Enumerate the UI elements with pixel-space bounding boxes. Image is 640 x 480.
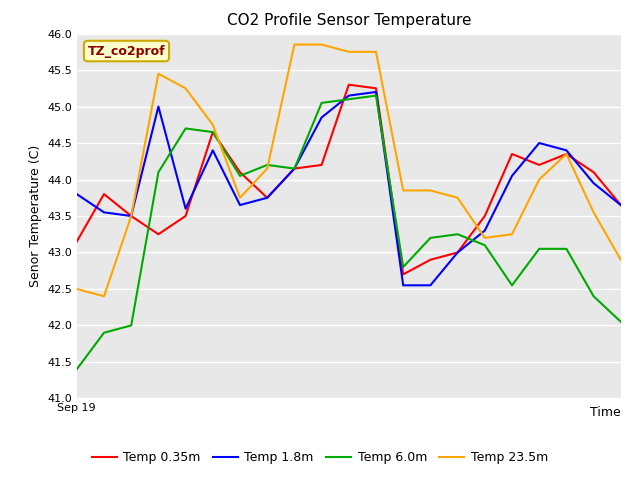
- Temp 23.5m: [291, 42, 298, 48]
- Temp 23.5m: [536, 177, 543, 182]
- Temp 6.0m: [399, 264, 407, 270]
- Temp 6.0m: [372, 93, 380, 98]
- Temp 0.35m: [318, 162, 326, 168]
- Temp 1.8m: [236, 202, 244, 208]
- Temp 0.35m: [100, 191, 108, 197]
- Temp 0.35m: [73, 239, 81, 244]
- Temp 1.8m: [536, 140, 543, 146]
- Line: Temp 6.0m: Temp 6.0m: [77, 96, 621, 369]
- Temp 6.0m: [563, 246, 570, 252]
- Temp 6.0m: [236, 173, 244, 179]
- Text: Time: Time: [590, 406, 621, 419]
- Temp 23.5m: [182, 85, 189, 91]
- Temp 0.35m: [617, 202, 625, 208]
- Temp 6.0m: [536, 246, 543, 252]
- Temp 6.0m: [264, 162, 271, 168]
- Temp 1.8m: [209, 147, 216, 153]
- Temp 23.5m: [617, 257, 625, 263]
- Temp 6.0m: [127, 323, 135, 328]
- Temp 0.35m: [481, 213, 489, 219]
- Temp 23.5m: [73, 286, 81, 292]
- Temp 0.35m: [127, 213, 135, 219]
- Temp 6.0m: [155, 169, 163, 175]
- Temp 23.5m: [454, 195, 461, 201]
- Temp 1.8m: [100, 209, 108, 215]
- Temp 0.35m: [236, 169, 244, 175]
- Temp 0.35m: [427, 257, 435, 263]
- Temp 23.5m: [155, 71, 163, 77]
- Temp 0.35m: [536, 162, 543, 168]
- Temp 0.35m: [399, 272, 407, 277]
- Temp 1.8m: [73, 191, 81, 197]
- Temp 1.8m: [372, 89, 380, 95]
- Temp 6.0m: [291, 166, 298, 171]
- Temp 0.35m: [508, 151, 516, 157]
- Temp 1.8m: [127, 213, 135, 219]
- Temp 6.0m: [100, 330, 108, 336]
- Temp 1.8m: [427, 282, 435, 288]
- Temp 23.5m: [590, 209, 598, 215]
- Temp 0.35m: [372, 85, 380, 91]
- Temp 6.0m: [182, 126, 189, 132]
- Temp 23.5m: [563, 151, 570, 157]
- Temp 1.8m: [345, 93, 353, 98]
- Temp 1.8m: [617, 202, 625, 208]
- Temp 6.0m: [481, 242, 489, 248]
- Temp 1.8m: [291, 166, 298, 171]
- Temp 23.5m: [508, 231, 516, 237]
- Line: Temp 1.8m: Temp 1.8m: [77, 92, 621, 285]
- Temp 1.8m: [182, 206, 189, 212]
- Temp 23.5m: [372, 49, 380, 55]
- Temp 1.8m: [481, 228, 489, 233]
- Temp 23.5m: [100, 293, 108, 299]
- Temp 0.35m: [345, 82, 353, 87]
- Temp 6.0m: [73, 366, 81, 372]
- Y-axis label: Senor Temperature (C): Senor Temperature (C): [29, 145, 42, 287]
- Temp 23.5m: [399, 188, 407, 193]
- Temp 0.35m: [563, 151, 570, 157]
- Temp 1.8m: [454, 250, 461, 255]
- Legend: Temp 0.35m, Temp 1.8m, Temp 6.0m, Temp 23.5m: Temp 0.35m, Temp 1.8m, Temp 6.0m, Temp 2…: [87, 446, 553, 469]
- Temp 1.8m: [590, 180, 598, 186]
- Line: Temp 23.5m: Temp 23.5m: [77, 45, 621, 296]
- Text: TZ_co2prof: TZ_co2prof: [88, 45, 165, 58]
- Temp 23.5m: [127, 213, 135, 219]
- Temp 6.0m: [318, 100, 326, 106]
- Temp 6.0m: [508, 282, 516, 288]
- Temp 0.35m: [182, 213, 189, 219]
- Temp 23.5m: [345, 49, 353, 55]
- Temp 1.8m: [155, 104, 163, 109]
- Temp 1.8m: [508, 173, 516, 179]
- Temp 23.5m: [209, 122, 216, 128]
- Temp 23.5m: [264, 166, 271, 171]
- Temp 1.8m: [264, 195, 271, 201]
- Temp 6.0m: [345, 96, 353, 102]
- Temp 6.0m: [427, 235, 435, 241]
- Title: CO2 Profile Sensor Temperature: CO2 Profile Sensor Temperature: [227, 13, 471, 28]
- Temp 1.8m: [399, 282, 407, 288]
- Temp 6.0m: [590, 293, 598, 299]
- Temp 1.8m: [318, 115, 326, 120]
- Temp 23.5m: [427, 188, 435, 193]
- Line: Temp 0.35m: Temp 0.35m: [77, 84, 621, 275]
- Temp 0.35m: [291, 166, 298, 171]
- Temp 23.5m: [236, 195, 244, 201]
- Temp 0.35m: [454, 250, 461, 255]
- Temp 6.0m: [454, 231, 461, 237]
- Temp 23.5m: [481, 235, 489, 241]
- Temp 23.5m: [318, 42, 326, 48]
- Temp 0.35m: [155, 231, 163, 237]
- Temp 0.35m: [264, 195, 271, 201]
- Temp 0.35m: [590, 169, 598, 175]
- Temp 0.35m: [209, 129, 216, 135]
- Temp 6.0m: [617, 319, 625, 324]
- Temp 1.8m: [563, 147, 570, 153]
- Temp 6.0m: [209, 129, 216, 135]
